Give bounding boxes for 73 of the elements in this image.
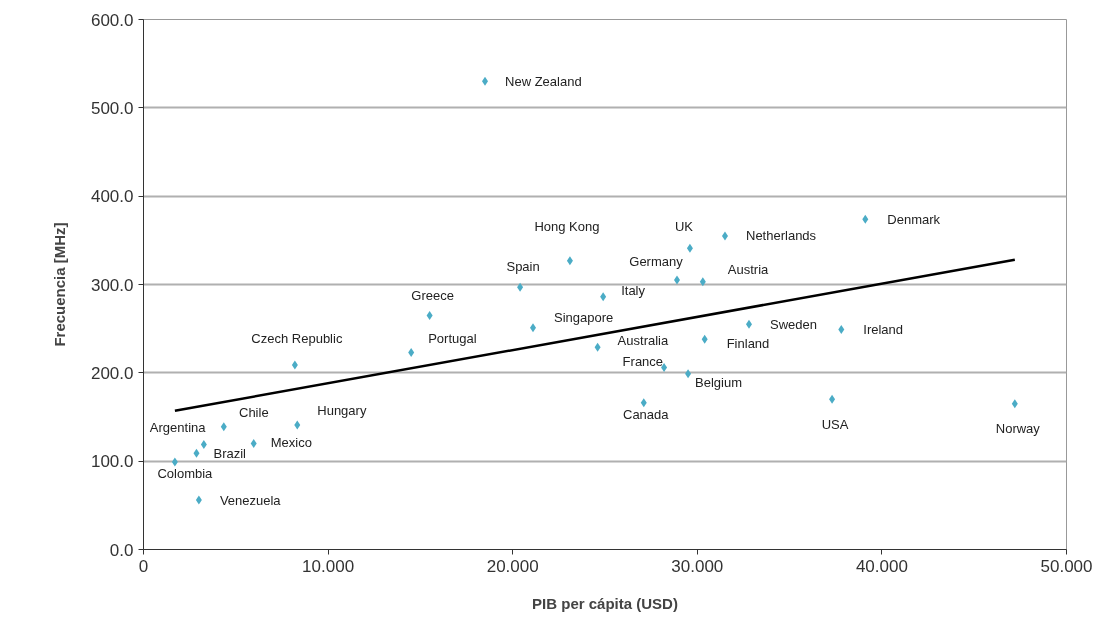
point [838,325,845,335]
point [600,292,607,302]
point [661,363,668,373]
annotation: Argentina [149,419,207,435]
annotation: Norway [995,421,1041,437]
point [294,420,301,430]
point [530,323,537,333]
point [1011,399,1018,409]
y-tick-label: 400.0 [90,187,134,207]
point [200,439,207,449]
y-tick-label: 200.0 [90,363,134,383]
point [721,231,728,241]
point [566,256,573,266]
annotation: Singapore [554,310,614,326]
point [291,360,298,370]
x-tick-label: 10.000 [302,556,355,576]
point [673,275,680,285]
annotation: Hong Kong [534,219,600,235]
point [426,310,433,320]
annotation: UK [674,218,694,234]
point [482,76,489,86]
annotation: Mexico [270,435,312,450]
annotation: Czech Republic [251,331,343,347]
point [701,334,708,344]
point [193,448,200,458]
annotation: Venezuela [219,492,282,508]
annotation: Germany [629,253,684,269]
x-tick-label: 20.000 [486,556,539,576]
annotation: Portugal [428,331,477,347]
annotation: Brazil [213,445,247,461]
point [640,398,647,408]
x-tick-label: 40.000 [855,556,908,576]
annotation: Italy [621,283,646,299]
x-axis-title: PIB per cápita (USD) [532,594,678,612]
annotation: Australia [617,332,669,348]
y-axis-title: Frecuencia [MHz] [50,222,68,347]
point [594,342,601,352]
annotation: Belgium [695,375,743,391]
point [220,422,227,432]
y-tick-label: 500.0 [90,98,134,118]
annotation: Sweden [769,316,817,332]
point [685,369,692,379]
x-tick-label: 0 [138,556,149,576]
x-tick-label: 30.000 [671,556,724,576]
annotation: Hungary [317,403,367,419]
point [745,319,752,329]
y-tick-label: 600.0 [90,10,134,30]
y-tick-label: 0.0 [109,540,134,560]
annotation: Austria [727,262,770,278]
point [250,439,257,448]
annotation: Chile [238,405,269,421]
annotation: Netherlands [745,228,817,244]
point [862,214,869,224]
y-tick-label: 100.0 [90,452,134,472]
point [699,277,706,287]
annotation: Denmark [887,211,941,227]
annotation: USA [821,416,849,432]
point [171,457,178,467]
annotation: Finland [726,335,770,351]
y-tick-label: 300.0 [90,275,134,295]
point [517,282,524,292]
annotation: Colombia [157,465,214,481]
annotation: Spain [506,258,540,274]
point [408,348,415,358]
point [686,243,693,253]
annotation: Canada [623,407,670,423]
point [829,394,836,404]
x-tick-label: 50.000 [1040,556,1093,576]
annotation: France [622,354,664,370]
annotation: Ireland [863,322,904,338]
annotation: New Zealand [505,73,582,89]
point [195,495,202,505]
annotation: Greece [411,287,454,303]
